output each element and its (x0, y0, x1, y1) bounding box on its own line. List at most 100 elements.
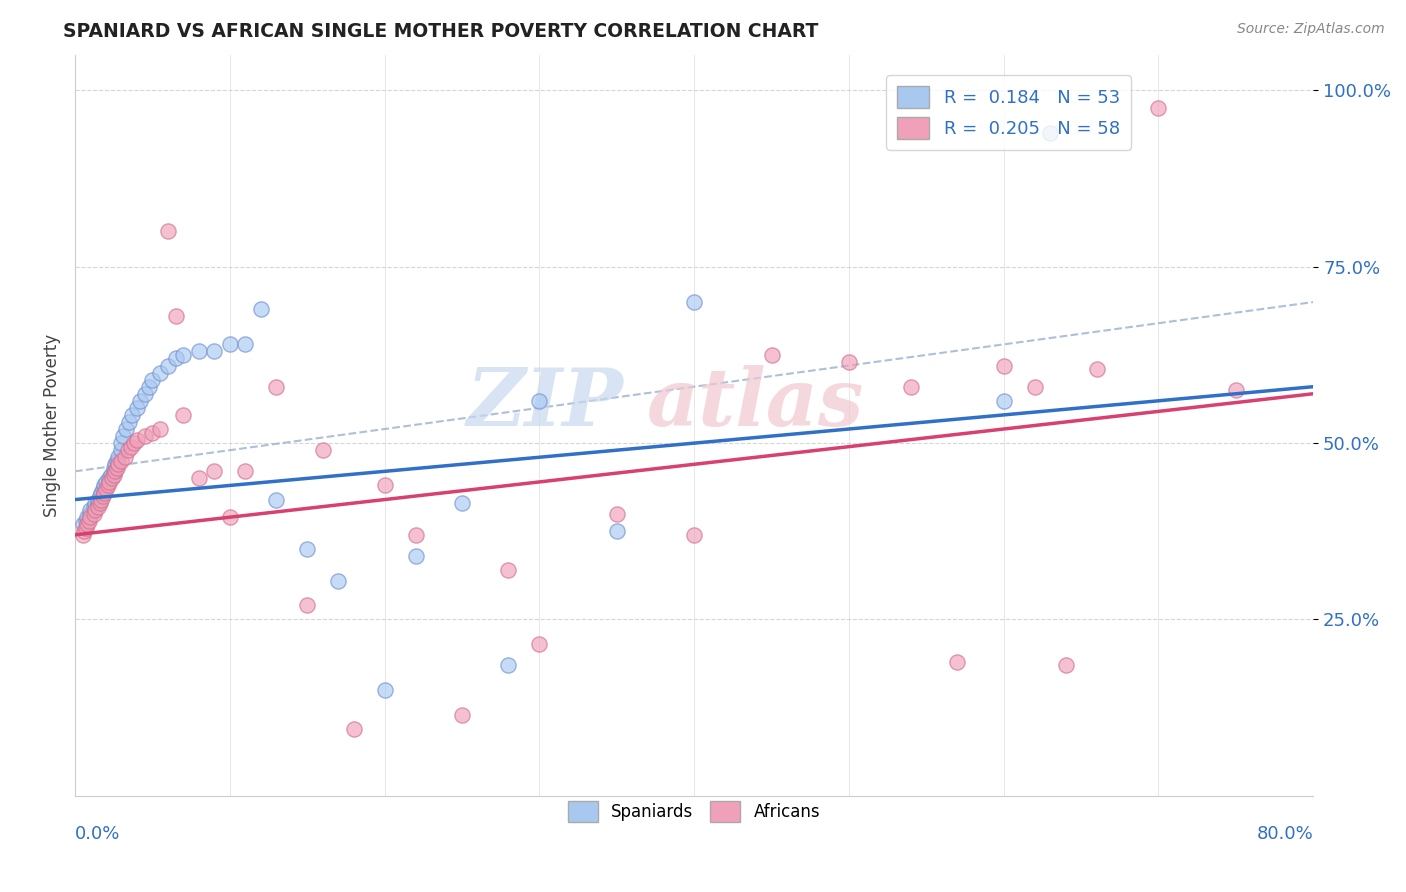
Point (76, 517, 98, 532)
Point (451, 707, 474, 722)
Point (107, 450, 129, 465)
Point (94, 482, 117, 496)
Point (91, 482, 114, 496)
Legend: Spaniards, Africans: Spaniards, Africans (561, 795, 827, 829)
Point (249, 302, 271, 317)
Point (141, 373, 163, 387)
Point (90, 485, 112, 500)
Point (374, 683, 396, 698)
Y-axis label: Single Mother Poverty: Single Mother Poverty (44, 334, 60, 517)
Point (110, 436, 132, 450)
Point (138, 380, 160, 394)
Point (1147, 101, 1170, 115)
Point (202, 464, 225, 478)
Point (121, 408, 143, 422)
Text: SPANIARD VS AFRICAN SINGLE MOTHER POVERTY CORRELATION CHART: SPANIARD VS AFRICAN SINGLE MOTHER POVERT… (63, 22, 818, 41)
Point (187, 471, 209, 485)
Point (94, 475, 117, 489)
Point (89, 496, 111, 510)
Point (98, 471, 121, 485)
Point (993, 359, 1015, 373)
Point (141, 425, 163, 440)
Point (120, 440, 142, 454)
Point (125, 433, 148, 447)
Point (900, 380, 922, 394)
Point (295, 599, 318, 613)
Point (1054, 658, 1077, 673)
Text: ZIP: ZIP (467, 365, 624, 442)
Point (606, 524, 628, 539)
Point (83, 500, 105, 514)
Point (1039, 126, 1062, 140)
Point (529, 393, 551, 408)
Point (72, 528, 94, 542)
Point (87, 492, 110, 507)
Point (105, 460, 128, 475)
Point (202, 344, 225, 359)
Point (122, 436, 145, 450)
Point (156, 225, 179, 239)
Point (498, 658, 520, 673)
Point (79, 507, 101, 521)
Point (172, 408, 194, 422)
Point (218, 337, 240, 351)
Point (134, 386, 156, 401)
Point (233, 464, 256, 478)
Point (77, 514, 100, 528)
Point (326, 574, 349, 588)
Point (405, 549, 427, 563)
Point (76, 510, 98, 524)
Point (838, 355, 860, 369)
Point (129, 393, 152, 408)
Point (107, 458, 129, 472)
Point (149, 366, 172, 380)
Point (264, 380, 287, 394)
Point (946, 655, 969, 669)
Point (117, 443, 139, 458)
Point (93, 485, 115, 500)
Point (343, 722, 366, 736)
Point (761, 348, 783, 362)
Point (311, 443, 333, 458)
Point (104, 458, 127, 472)
Point (451, 496, 474, 510)
Point (114, 450, 136, 465)
Point (149, 422, 172, 436)
Point (1024, 380, 1046, 394)
Point (498, 563, 520, 577)
Point (165, 309, 187, 323)
Point (110, 454, 132, 468)
Point (96, 478, 118, 492)
Point (100, 467, 122, 482)
Point (98, 475, 121, 489)
Point (104, 464, 127, 478)
Point (1085, 362, 1108, 376)
Point (264, 492, 287, 507)
Point (87, 496, 110, 510)
Point (165, 351, 187, 366)
Point (187, 344, 209, 359)
Text: 80.0%: 80.0% (1257, 825, 1313, 844)
Point (101, 471, 124, 485)
Point (529, 637, 551, 651)
Point (1225, 383, 1247, 397)
Point (295, 541, 318, 556)
Point (993, 393, 1015, 408)
Point (72, 517, 94, 532)
Point (90, 492, 112, 507)
Point (218, 510, 240, 524)
Point (374, 478, 396, 492)
Point (118, 415, 141, 429)
Point (87, 500, 110, 514)
Point (233, 337, 256, 351)
Point (79, 503, 101, 517)
Point (84, 496, 107, 510)
Point (91, 489, 114, 503)
Point (79, 510, 101, 524)
Point (683, 528, 706, 542)
Point (125, 401, 148, 415)
Point (103, 460, 125, 475)
Text: atlas: atlas (647, 365, 865, 442)
Text: Source: ZipAtlas.com: Source: ZipAtlas.com (1237, 22, 1385, 37)
Point (83, 507, 105, 521)
